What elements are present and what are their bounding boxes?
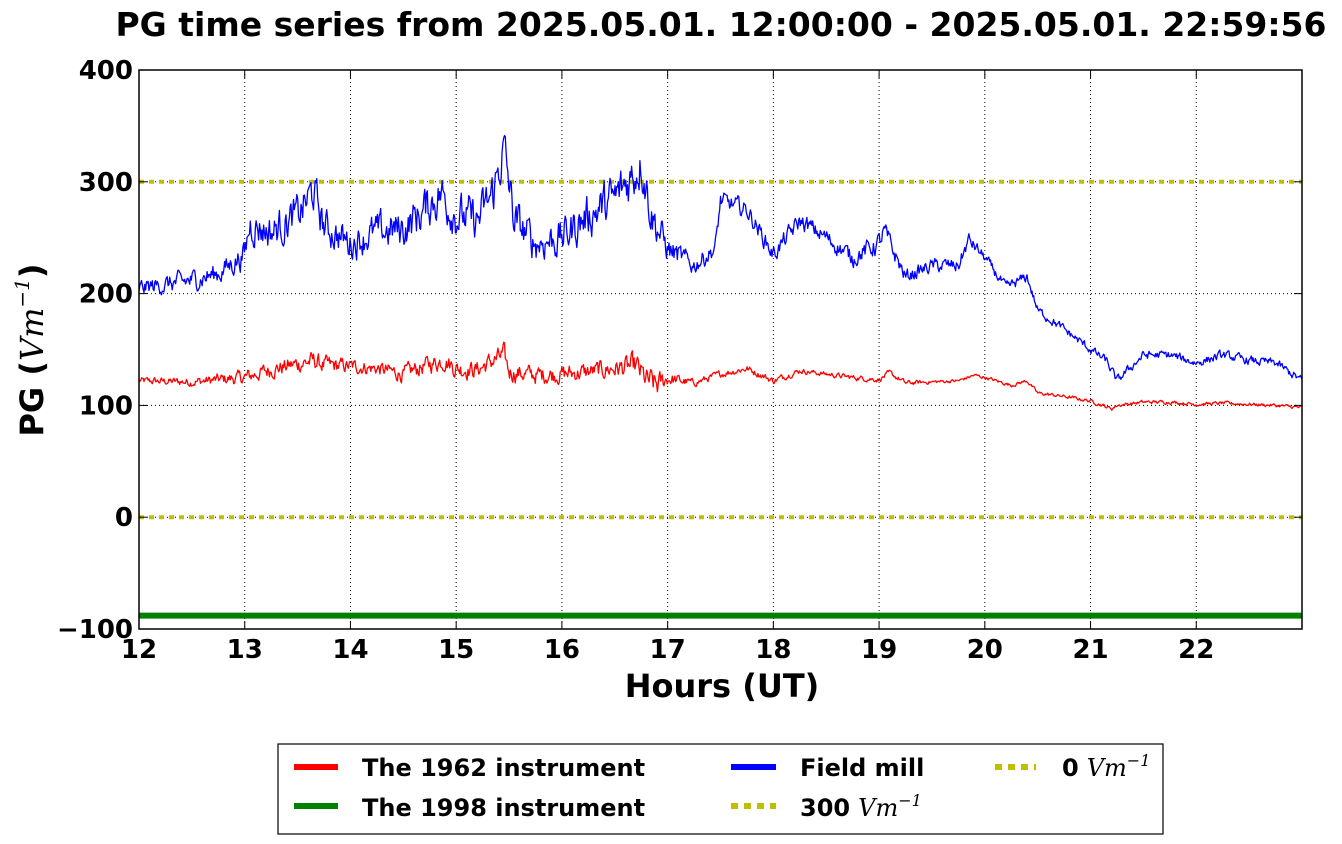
x-tick-label: 15 [438, 635, 474, 665]
y-axis-label-close: ) [13, 263, 51, 278]
x-tick-label: 16 [544, 635, 580, 665]
x-tick-label: 18 [755, 635, 791, 665]
y-axis-label: PG (Vm−1) [10, 263, 51, 436]
x-tick-label: 19 [861, 635, 897, 665]
legend-label-0-unit: Vm [1087, 754, 1127, 782]
legend: The 1962 instrument The 1998 instrument … [277, 743, 1164, 835]
legend-label-0-exponent: −1 [1127, 751, 1151, 770]
y-tick-label: 0 [115, 503, 133, 533]
series-line-field-mill [139, 134, 1302, 380]
y-tick-label: 300 [79, 168, 133, 198]
y-tick-label: −100 [57, 615, 133, 645]
series-line-the-1962-instrument [139, 341, 1302, 411]
legend-label-300-number: 300 [800, 794, 850, 822]
y-tick-label: 100 [79, 391, 133, 421]
y-axis-label-exponent: −1 [10, 278, 34, 307]
legend-label-300-exponent: −1 [898, 791, 922, 810]
x-tick-label: 13 [227, 635, 263, 665]
y-axis-label-text: PG ( [13, 361, 51, 436]
y-tick-label: 400 [79, 56, 133, 86]
legend-box [277, 743, 1164, 835]
legend-label-300: 300 Vm−1 [800, 791, 922, 822]
x-tick-label: 14 [332, 635, 368, 665]
legend-label-0-number: 0 [1062, 754, 1079, 782]
x-tick-label: 12 [121, 635, 157, 665]
x-tick-label: 21 [1072, 635, 1108, 665]
legend-label-1998: The 1998 instrument [362, 794, 645, 822]
y-axis-label-unit: Vm [13, 308, 51, 361]
x-tick-label: 20 [967, 635, 1003, 665]
grid-lines [139, 70, 1302, 629]
x-tick-label: 17 [650, 635, 686, 665]
series-layer [139, 134, 1302, 619]
y-tick-label: 200 [79, 280, 133, 310]
axis-ticks: 12 13 14 15 16 17 18 19 20 21 22 −100 0 100 200 300 400 [57, 56, 1302, 665]
legend-label-field-mill: Field mill [800, 754, 924, 782]
legend-label-1962: The 1962 instrument [362, 754, 645, 782]
legend-label-0: 0 Vm−1 [1062, 751, 1150, 782]
chart-title: PG time series from 2025.05.01. 12:00:00… [116, 5, 1327, 44]
x-tick-label: 22 [1178, 635, 1214, 665]
x-axis-label: Hours (UT) [625, 667, 820, 705]
legend-label-300-unit: Vm [858, 794, 898, 822]
plot-frame [138, 69, 1303, 630]
